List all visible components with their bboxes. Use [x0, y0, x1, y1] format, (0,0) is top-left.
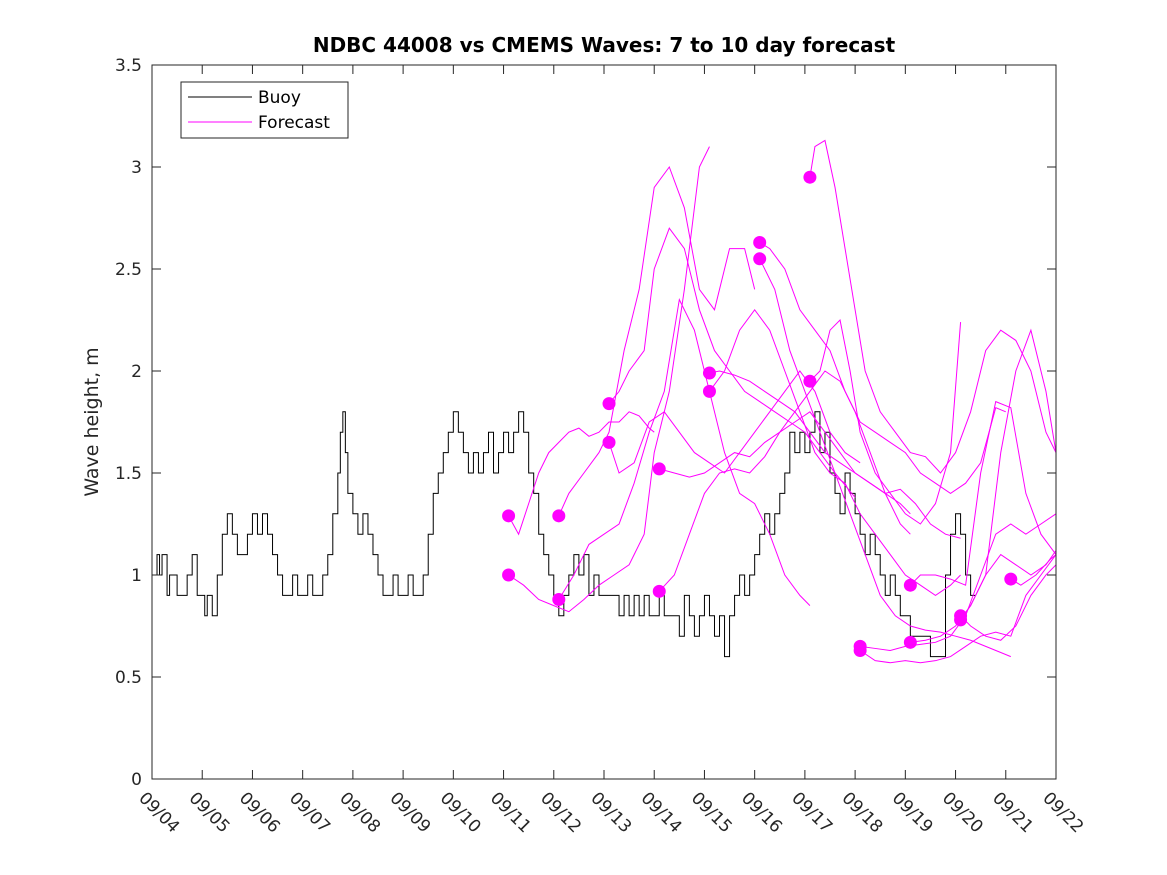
y-tick-label: 2.5	[115, 260, 142, 280]
forecast-series-line-13	[809, 139, 1057, 474]
ticks: 00.511.522.533.509/04 09/05 09/06 09/07 09/0…	[115, 56, 1087, 837]
forecast-start-marker-2	[502, 568, 516, 582]
forecast-series-line-9	[709, 370, 961, 539]
forecast-series-line-6	[608, 370, 861, 474]
legend-box	[180, 81, 349, 139]
forecast-series-line-5	[608, 227, 856, 498]
x-tick-label: 09/11	[486, 788, 535, 837]
forecast-start-marker-18	[903, 635, 917, 649]
forecast-series-line-10	[709, 308, 961, 597]
forecast-start-marker-11	[753, 235, 767, 249]
y-tick-label: 3	[131, 158, 142, 178]
forecast-start-marker-3	[552, 509, 566, 523]
forecast-series-line-11	[759, 242, 1006, 495]
x-tick-label: 09/14	[637, 788, 686, 837]
forecast-series-line-14	[809, 318, 962, 525]
forecast-start-marker-6	[602, 435, 616, 449]
plot-frame	[151, 64, 1057, 780]
x-tick-label: 09/15	[687, 788, 736, 837]
forecast-series-line-17	[909, 400, 1057, 586]
forecast-series-line-7	[659, 411, 911, 515]
forecast-start-marker-21	[1004, 572, 1018, 586]
forecast-start-marker-5	[602, 397, 616, 411]
x-tick-label: 09/21	[988, 788, 1037, 837]
forecast-start-marker-12	[753, 252, 767, 266]
forecast-series-line-15	[860, 513, 1057, 651]
y-tick-label: 2	[131, 362, 142, 382]
x-tick-label: 09/04	[134, 788, 183, 837]
plot-lines	[152, 139, 1057, 664]
forecast-start-marker-17	[903, 578, 917, 592]
forecast-series-line-12	[759, 258, 1011, 658]
forecast-start-marker-16	[853, 643, 867, 657]
forecast-series-line-20	[960, 550, 1057, 621]
forecast-series-line-21	[1010, 554, 1057, 586]
y-tick-label: 1.5	[115, 464, 142, 484]
x-tick-label: 09/10	[436, 788, 485, 837]
forecast-start-marker-1	[502, 509, 516, 523]
forecast-start-marker-8	[652, 584, 666, 598]
buoy-series-line	[152, 411, 976, 658]
forecast-start-marker-20	[954, 613, 968, 627]
forecast-start-marker-7	[652, 462, 666, 476]
y-tick-label: 0	[131, 770, 142, 790]
x-tick-label: 09/06	[235, 788, 284, 837]
forecast-series-line-16	[859, 554, 1057, 664]
x-tick-label: 09/13	[586, 788, 635, 837]
plot-markers	[502, 170, 1018, 657]
x-tick-label: 09/18	[838, 788, 887, 837]
forecast-series-line-4	[558, 297, 811, 606]
x-tick-label: 09/07	[285, 788, 334, 837]
forecast-start-marker-4	[552, 592, 566, 606]
x-tick-label: 09/09	[386, 788, 435, 837]
x-tick-label: 09/12	[536, 788, 585, 837]
legend: Buoy Forecast	[180, 81, 349, 139]
x-tick-label: 09/19	[888, 788, 937, 837]
x-tick-label: 09/16	[737, 788, 786, 837]
y-tick-label: 0.5	[115, 668, 142, 688]
x-tick-label: 09/08	[335, 788, 384, 837]
legend-label-forecast: Forecast	[258, 113, 330, 133]
forecast-series-line-18	[910, 328, 1057, 643]
forecast-series-line-1	[508, 411, 655, 536]
forecast-start-marker-13	[803, 170, 817, 184]
forecast-series-line-2	[508, 146, 710, 613]
x-tick-label: 09/05	[185, 788, 234, 837]
x-tick-label: 09/22	[1038, 788, 1087, 837]
y-tick-label: 3.5	[115, 56, 142, 76]
forecast-start-marker-14	[803, 374, 817, 388]
forecast-series-line-19	[960, 564, 1057, 641]
forecast-series-line-8	[658, 370, 911, 592]
legend-label-buoy: Buoy	[258, 88, 301, 108]
x-tick-label: 09/17	[787, 788, 836, 837]
x-tick-label: 09/20	[938, 788, 987, 837]
forecast-start-marker-9	[702, 366, 716, 380]
y-tick-label: 1	[131, 566, 142, 586]
y-axis-label: Wave height, m	[81, 347, 103, 496]
forecast-start-marker-10	[702, 384, 716, 398]
chart-title: NDBC 44008 vs CMEMS Waves: 7 to 10 day f…	[313, 33, 896, 57]
forecast-series-line-3	[558, 165, 756, 517]
